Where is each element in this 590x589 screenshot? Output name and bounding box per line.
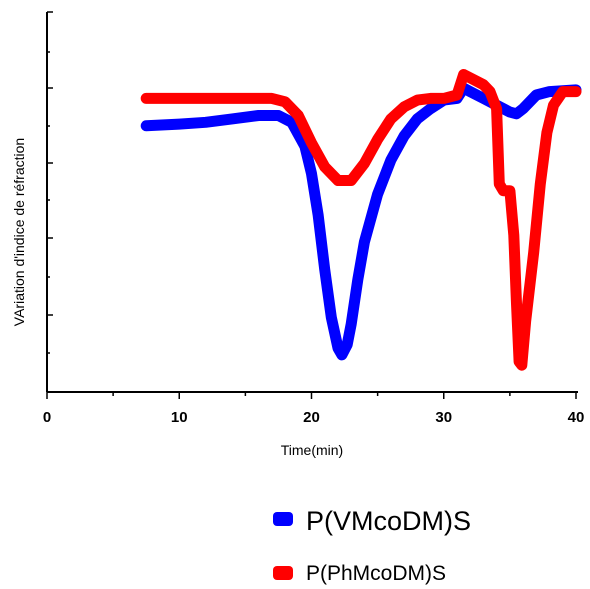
x-axis-title: Time(min): [281, 442, 343, 458]
legend-swatch-0: [273, 512, 293, 526]
y-axis-title: VAriation d'indice de réfraction: [11, 138, 27, 326]
legend-label-0: P(VMcoDM)S: [306, 506, 471, 536]
legend-item-0: P(VMcoDM)S: [273, 506, 471, 536]
x-ticks: 0 10 20 30 40: [43, 392, 585, 426]
legend-item-1: P(PhMcoDM)S: [273, 562, 446, 585]
x-tick-label: 10: [171, 409, 188, 426]
x-tick-label: 0: [43, 409, 51, 426]
legend: P(VMcoDM)S P(PhMcoDM)S: [273, 506, 471, 585]
legend-swatch-1: [273, 566, 293, 580]
x-tick-label: 30: [435, 409, 452, 426]
y-ticks: [47, 11, 53, 393]
x-tick-label: 40: [568, 409, 585, 426]
legend-label-1: P(PhMcoDM)S: [306, 562, 446, 585]
x-tick-label: 20: [303, 409, 320, 426]
series-line-1: [140, 69, 582, 371]
series-layer: [140, 69, 582, 371]
